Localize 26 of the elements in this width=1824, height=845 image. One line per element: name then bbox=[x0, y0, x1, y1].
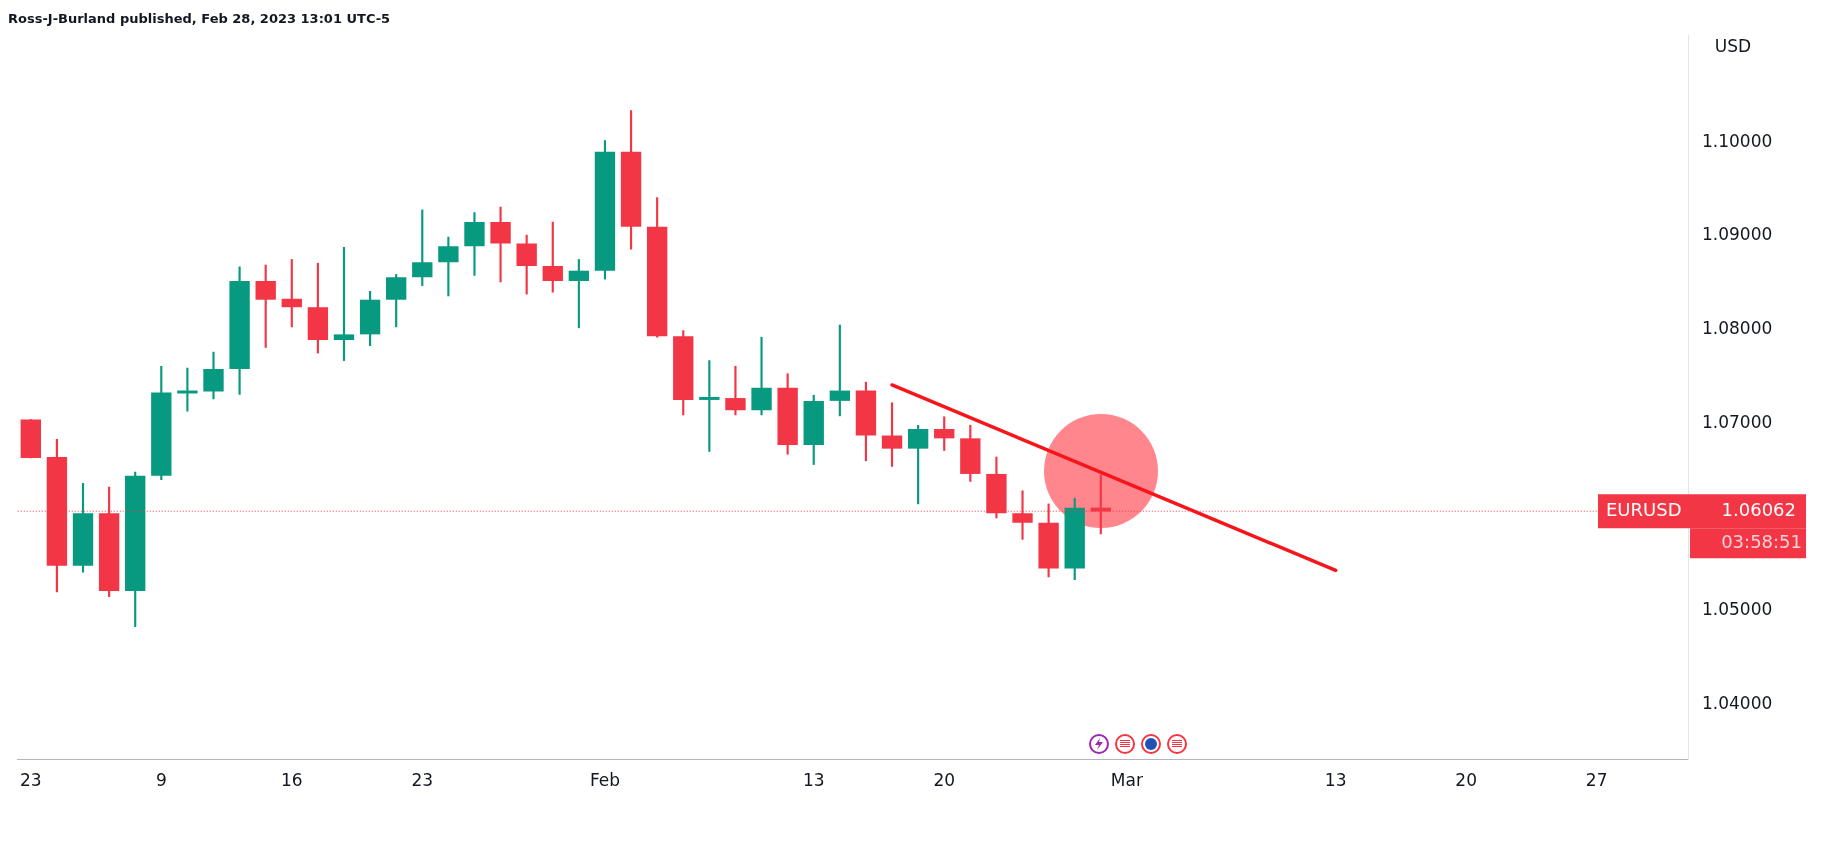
text: 1.06062 bbox=[1721, 498, 1796, 520]
x-tick-label: 20 bbox=[1455, 770, 1477, 791]
y-tick-label: 1.07000 bbox=[1702, 411, 1773, 432]
x-tick-label: 13 bbox=[1324, 770, 1347, 791]
x-tick-label: 23 bbox=[20, 770, 42, 791]
candlestick bbox=[699, 360, 720, 452]
x-tick-label: Feb bbox=[589, 770, 621, 791]
x-tick-label: 9 bbox=[155, 770, 167, 791]
y-tick-label: 1.08000 bbox=[1702, 318, 1773, 339]
x-tick-label: 16 bbox=[280, 770, 303, 791]
x-tick-label: 23 bbox=[411, 770, 434, 791]
y-tick-label: 1.10000 bbox=[1702, 130, 1773, 151]
x-tick-label: 27 bbox=[1585, 770, 1608, 791]
candlestick bbox=[725, 365, 746, 416]
chart-title: Ross-J-Burland published, Feb 28, 2023 13:01 UTC-5 bbox=[8, 11, 391, 27]
x-tick-label: 20 bbox=[933, 770, 956, 791]
x-tick-label: Mar bbox=[1110, 770, 1143, 791]
x-tick-label: 13 bbox=[802, 770, 825, 791]
candlestick bbox=[751, 336, 772, 416]
y-axis-title: USD bbox=[1714, 36, 1752, 57]
ref-line-label: EURUSD bbox=[1606, 498, 1682, 520]
y-tick-label: 1.05000 bbox=[1702, 599, 1773, 620]
candlestick bbox=[490, 206, 511, 283]
y-tick-label: 1.09000 bbox=[1702, 224, 1773, 245]
y-tick-label: 1.04000 bbox=[1702, 692, 1773, 713]
text: 03:58:51 bbox=[1721, 530, 1802, 552]
